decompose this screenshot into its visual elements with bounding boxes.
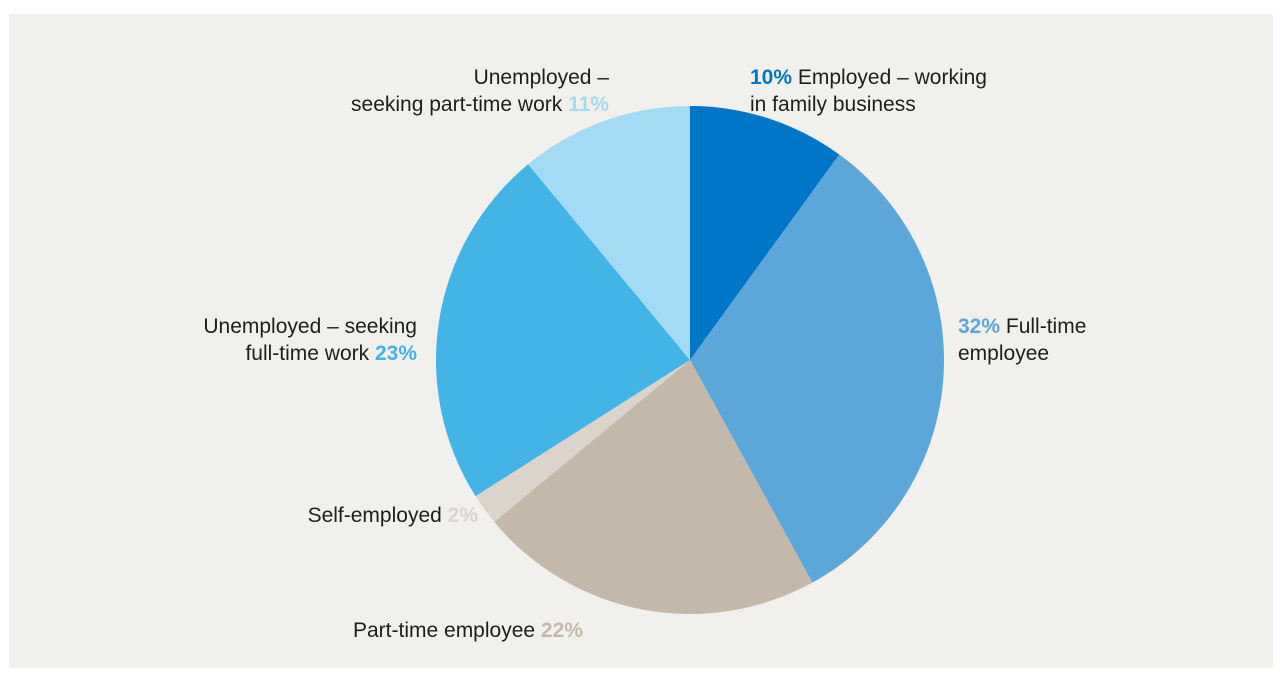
label-part-time: Part-time employee 22% — [353, 617, 583, 644]
label-family-business: 10% Employed – working in family busines… — [750, 66, 987, 116]
label-seeking-part-time-text: seeking part-time work — [351, 93, 563, 116]
pct-seeking-part-time: 11% — [568, 93, 609, 116]
pct-seeking-full-time: 23% — [374, 342, 417, 365]
pct-self-employed: 2% — [447, 504, 478, 527]
label-self-employed-text: Self-employed — [307, 504, 442, 527]
label-family-business-text: Employed – working — [797, 66, 987, 89]
pie-slice-unemployed-seeking-full-time-work — [435, 164, 690, 497]
pie-slice-unemployed-seeking-part-time-work — [528, 106, 690, 360]
pct-full-time: 32% — [958, 315, 1001, 338]
pie-slice-part-time-employee — [494, 360, 813, 615]
pie-slice-full-time-employee — [690, 154, 945, 583]
pie-slice-self-employed — [475, 360, 690, 522]
label-full-time-text: Full-time — [1005, 315, 1087, 338]
label-seeking-full-time: Unemployed – seeking full-time work 23% — [203, 315, 417, 365]
pct-part-time: 22% — [540, 619, 583, 642]
label-seeking-part-time: Unemployed – seeking part-time work 11% — [351, 66, 609, 116]
label-seeking-full-time-text: full-time work — [245, 342, 370, 365]
label-full-time: 32% Full-time employee — [958, 315, 1087, 365]
label-self-employed: Self-employed 2% — [308, 502, 478, 529]
pie-slice-employed-working-in-family-business — [690, 106, 840, 360]
pct-family-business: 10% — [750, 66, 793, 89]
label-part-time-text: Part-time employee — [353, 619, 536, 642]
